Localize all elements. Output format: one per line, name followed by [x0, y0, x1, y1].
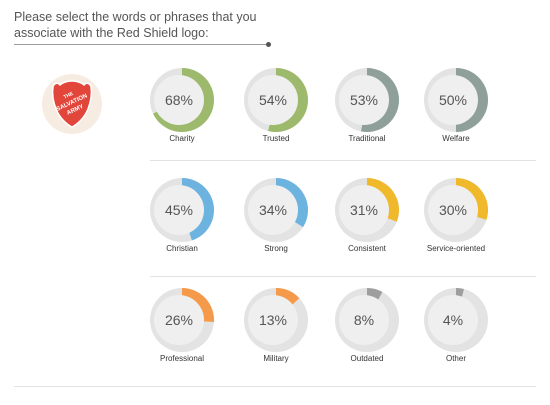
- pie-inner: [248, 295, 298, 345]
- pie-category-label: Christian: [166, 244, 198, 253]
- pie-category-label: Traditional: [348, 134, 386, 143]
- pie-chart-professional: 26% Professional: [137, 288, 227, 363]
- pie-chart-charity: 68% Charity: [137, 68, 227, 143]
- pie-category-label: Other: [445, 354, 466, 363]
- pie-category-label: Military: [263, 354, 289, 363]
- row-divider-2: [150, 276, 536, 277]
- pie-chart-christian: 45% Christian: [137, 178, 227, 253]
- pie-category-label: Welfare: [442, 134, 470, 143]
- pie-value-label: 26%: [165, 312, 193, 328]
- question-underline-dot: [266, 42, 271, 47]
- pie-inner: [428, 75, 478, 125]
- red-shield-logo: THE SALVATION ARMY: [42, 74, 102, 134]
- pie-chart-traditional: 53% Traditional: [322, 68, 412, 143]
- pie-value-label: 8%: [354, 312, 374, 328]
- pie-chart-consistent: 31% Consistent: [322, 178, 412, 253]
- pie-chart-military: 13% Military: [231, 288, 321, 363]
- pie-inner: [339, 75, 389, 125]
- question-text: Please select the words or phrases that …: [14, 9, 314, 41]
- pie-inner: [248, 185, 298, 235]
- pie-category-label: Professional: [159, 354, 205, 363]
- question-line-1: Please select the words or phrases that …: [14, 10, 257, 24]
- pie-chart-other: 4% Other: [411, 288, 501, 363]
- pie-inner: [428, 295, 478, 345]
- pie-category-label: Consistent: [348, 244, 386, 253]
- pie-category-label: Service-oriented: [426, 244, 486, 253]
- pie-value-label: 13%: [259, 312, 287, 328]
- pie-category-label: Charity: [169, 134, 195, 143]
- pie-inner: [339, 185, 389, 235]
- pie-value-label: 4%: [443, 312, 463, 328]
- pie-category-label: Trusted: [262, 134, 290, 143]
- pie-chart-trusted: 54% Trusted: [231, 68, 321, 143]
- pie-value-label: 30%: [439, 202, 467, 218]
- pie-chart-welfare: 50% Welfare: [411, 68, 501, 143]
- pie-chart-outdated: 8% Outdated: [322, 288, 412, 363]
- question-line-2: associate with the Red Shield logo:: [14, 26, 209, 40]
- pie-inner: [248, 75, 298, 125]
- question-underline: [14, 44, 268, 45]
- pie-category-label: Outdated: [350, 354, 384, 363]
- pie-value-label: 68%: [165, 92, 193, 108]
- pie-value-label: 50%: [439, 92, 467, 108]
- pie-chart-service-oriented: 30% Service-oriented: [411, 178, 501, 253]
- pie-value-label: 31%: [350, 202, 378, 218]
- pie-inner: [154, 185, 204, 235]
- pie-inner: [428, 185, 478, 235]
- pie-inner: [154, 75, 204, 125]
- logo-line-1: THE: [63, 91, 75, 101]
- row-divider-1: [150, 160, 536, 161]
- pie-inner: [154, 295, 204, 345]
- pie-value-label: 53%: [350, 92, 378, 108]
- bottom-divider: [14, 386, 536, 387]
- pie-value-label: 34%: [259, 202, 287, 218]
- pie-inner: [339, 295, 389, 345]
- pie-value-label: 54%: [259, 92, 287, 108]
- pie-chart-strong: 34% Strong: [231, 178, 321, 253]
- pie-value-label: 45%: [165, 202, 193, 218]
- pie-category-label: Strong: [264, 244, 288, 253]
- shield-icon: THE SALVATION ARMY: [51, 80, 93, 128]
